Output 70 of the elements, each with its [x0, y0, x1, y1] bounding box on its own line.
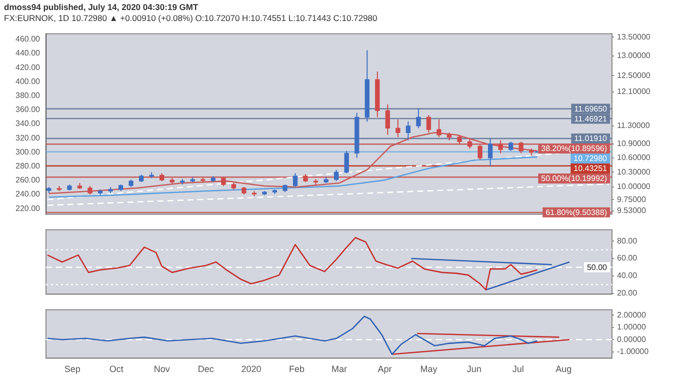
x-tick-label: Nov [154, 364, 170, 374]
y-tick-label: -1.00000 [617, 347, 650, 356]
x-tick-label: Jul [512, 364, 524, 374]
y-tick-label: 12.50000 [617, 70, 651, 80]
ref-line-label: 38.20%(10.89596) [541, 144, 608, 154]
candlestick [252, 190, 257, 197]
y-tick-label: 10.30000 [617, 167, 651, 176]
chart-subtitle: FX:EURNOK, 1D 10.72980 ▲ +0.00910 (+0.08%) O:10.72070 H:10.74551 L:10.71443 C:10.72980 [4, 13, 378, 24]
ref-line-label: 11.01910 [574, 134, 608, 144]
candlestick [88, 186, 92, 196]
chart-title: dmoss94 published, July 14, 2020 04:30:19 GMT [4, 2, 200, 13]
candlestick [313, 178, 318, 186]
candlestick [128, 179, 134, 188]
y2-tick-label: 400.00 [16, 76, 41, 86]
x-tick-label: Mar [332, 364, 348, 374]
y-tick-label: 1.00000 [617, 322, 646, 332]
y-tick-label: 20.00 [617, 288, 638, 298]
x-tick-label: Dec [198, 364, 214, 374]
y2-tick-label: 380.00 [16, 91, 41, 100]
ref-line-label: 50.00%(10.19992) [541, 174, 608, 184]
y-tick-label: 13.00000 [617, 51, 651, 60]
y-tick-label: 10.90000 [617, 139, 651, 148]
ref-line-label: 61.80%(9.50388) [546, 208, 608, 218]
ref-line-label: 11.69650 [574, 104, 608, 114]
y-tick-label: 2.00000 [617, 310, 646, 320]
ref-line-label: 11.46921 [574, 114, 608, 124]
y2-tick-label: 460.00 [16, 34, 41, 44]
ref-line-label: 10.43251 [574, 164, 608, 174]
ref-line-label: 10.72980 [574, 154, 608, 164]
candlestick [498, 140, 503, 154]
candlestick [46, 186, 52, 194]
x-tick-label: Oct [109, 364, 124, 374]
x-tick-label: Jun [466, 364, 482, 374]
candlestick [242, 186, 246, 196]
candlestick [108, 186, 113, 194]
y-tick-label: 10.00000 [617, 182, 651, 192]
x-tick-label: Aug [556, 364, 572, 374]
x-tick-label: May [420, 364, 438, 374]
y-tick-label: 80.00 [617, 236, 638, 246]
y2-tick-label: 300.00 [16, 147, 41, 156]
y-tick-label: 12.10000 [617, 87, 651, 96]
y-tick-label: 60.00 [617, 254, 638, 263]
candlestick [282, 184, 288, 193]
y2-tick-label: 260.00 [16, 176, 41, 185]
y2-tick-label: 440.00 [16, 48, 41, 58]
y2-tick-label: 280.00 [16, 161, 41, 170]
y-tick-label: 40.00 [617, 271, 638, 280]
x-tick-label: Apr [378, 364, 392, 374]
ref-line-label: 50.00 [586, 262, 608, 272]
x-tick-label: Sep [64, 364, 80, 374]
candlestick [324, 176, 328, 184]
candlestick [56, 186, 62, 192]
y2-tick-label: 220.00 [16, 204, 41, 213]
candlestick [262, 190, 267, 196]
y2-tick-label: 240.00 [16, 190, 41, 199]
y2-tick-label: 340.00 [16, 119, 41, 128]
y-tick-label: 13.50000 [617, 32, 651, 42]
y-tick-label: 11.30000 [617, 121, 650, 130]
y-tick-label: 9.75000 [617, 194, 646, 204]
candlestick [67, 184, 72, 192]
y2-tick-label: 360.00 [16, 105, 41, 114]
candlestick [180, 178, 185, 186]
candlestick [200, 176, 206, 183]
x-tick-label: Feb [288, 364, 304, 374]
y-tick-label: 9.53000 [617, 206, 646, 216]
y-tick-label: 0.00000 [617, 334, 646, 344]
y2-tick-label: 320.00 [16, 133, 41, 142]
x-tick-label: 2020 [241, 364, 262, 374]
y2-tick-label: 420.00 [16, 62, 41, 72]
y-tick-label: 10.60000 [617, 153, 651, 162]
